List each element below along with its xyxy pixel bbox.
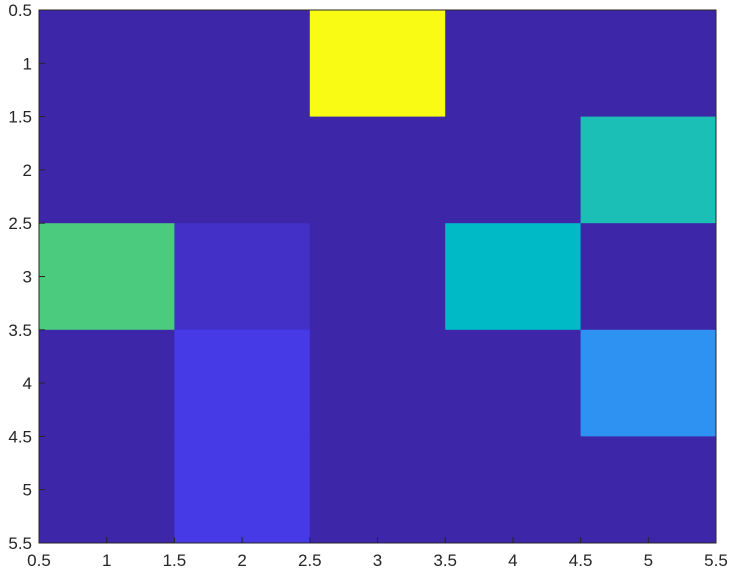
heatmap-cell-r1-c2 — [174, 10, 311, 118]
heatmap-cell-r1-c1 — [39, 10, 175, 118]
y-tick-label: 3 — [23, 268, 32, 287]
heatmap-cell-r4-c3 — [309, 329, 446, 437]
heatmap-cell-r3-c1 — [39, 223, 175, 331]
x-tick-label: 4 — [508, 551, 517, 570]
y-tick-label: 5.5 — [8, 534, 32, 553]
heatmap-cell-r3-c4 — [445, 223, 582, 331]
heatmap-cell-r1-c3 — [309, 10, 446, 118]
heatmap-cell-r4-c1 — [39, 329, 175, 437]
y-tick-label: 4.5 — [8, 427, 32, 446]
heatmap-cells — [39, 10, 717, 544]
heatmap-cell-r2-c4 — [445, 116, 582, 224]
x-tick-label: 1.5 — [163, 551, 187, 570]
y-tick-label: 1.5 — [8, 108, 32, 127]
y-tick-label: 2.5 — [8, 214, 32, 233]
heatmap-cell-r4-c4 — [445, 329, 582, 437]
x-tick-label: 5.5 — [704, 551, 728, 570]
x-tick-label: 1 — [102, 551, 111, 570]
heatmap-cell-r3-c3 — [309, 223, 446, 331]
heatmap-cell-r5-c4 — [445, 436, 582, 544]
heatmap-cell-r2-c5 — [580, 116, 717, 224]
x-tick-label: 3.5 — [433, 551, 457, 570]
heatmap-cell-r3-c2 — [174, 223, 311, 331]
y-tick-label: 3.5 — [8, 321, 32, 340]
x-tick-label: 5 — [644, 551, 653, 570]
heatmap-cell-r5-c3 — [309, 436, 446, 544]
y-tick-label: 0.5 — [8, 1, 32, 20]
heatmap-cell-r3-c5 — [580, 223, 717, 331]
heatmap-cell-r2-c2 — [174, 116, 311, 224]
heatmap-cell-r5-c5 — [580, 436, 717, 544]
heatmap-cell-r4-c5 — [580, 329, 717, 437]
heatmap-cell-r5-c1 — [39, 436, 175, 544]
heatmap-cell-r1-c4 — [445, 10, 582, 118]
y-tick-label: 2 — [23, 161, 32, 180]
x-tick-label: 0.5 — [27, 551, 51, 570]
x-tick-label: 3 — [373, 551, 382, 570]
heatmap-cell-r1-c5 — [580, 10, 717, 118]
y-tick-label: 5 — [23, 481, 32, 500]
y-axis-ticks: 0.5 1 1.5 2 2.5 3 3.5 4 4.5 5 5.5 — [8, 1, 45, 553]
heatmap-cell-r5-c2 — [174, 436, 311, 544]
heatmap-cell-r4-c2 — [174, 329, 311, 437]
y-tick-label: 1 — [23, 54, 32, 73]
y-tick-label: 4 — [23, 374, 32, 393]
x-tick-label: 2 — [237, 551, 246, 570]
x-tick-label: 2.5 — [298, 551, 322, 570]
x-axis-ticks: 0.5 1 1.5 2 2.5 3 3.5 4 4.5 5 5.5 — [27, 537, 728, 570]
heatmap-cell-r2-c1 — [39, 116, 175, 224]
x-tick-label: 4.5 — [569, 551, 593, 570]
heatmap-cell-r2-c3 — [309, 116, 446, 224]
